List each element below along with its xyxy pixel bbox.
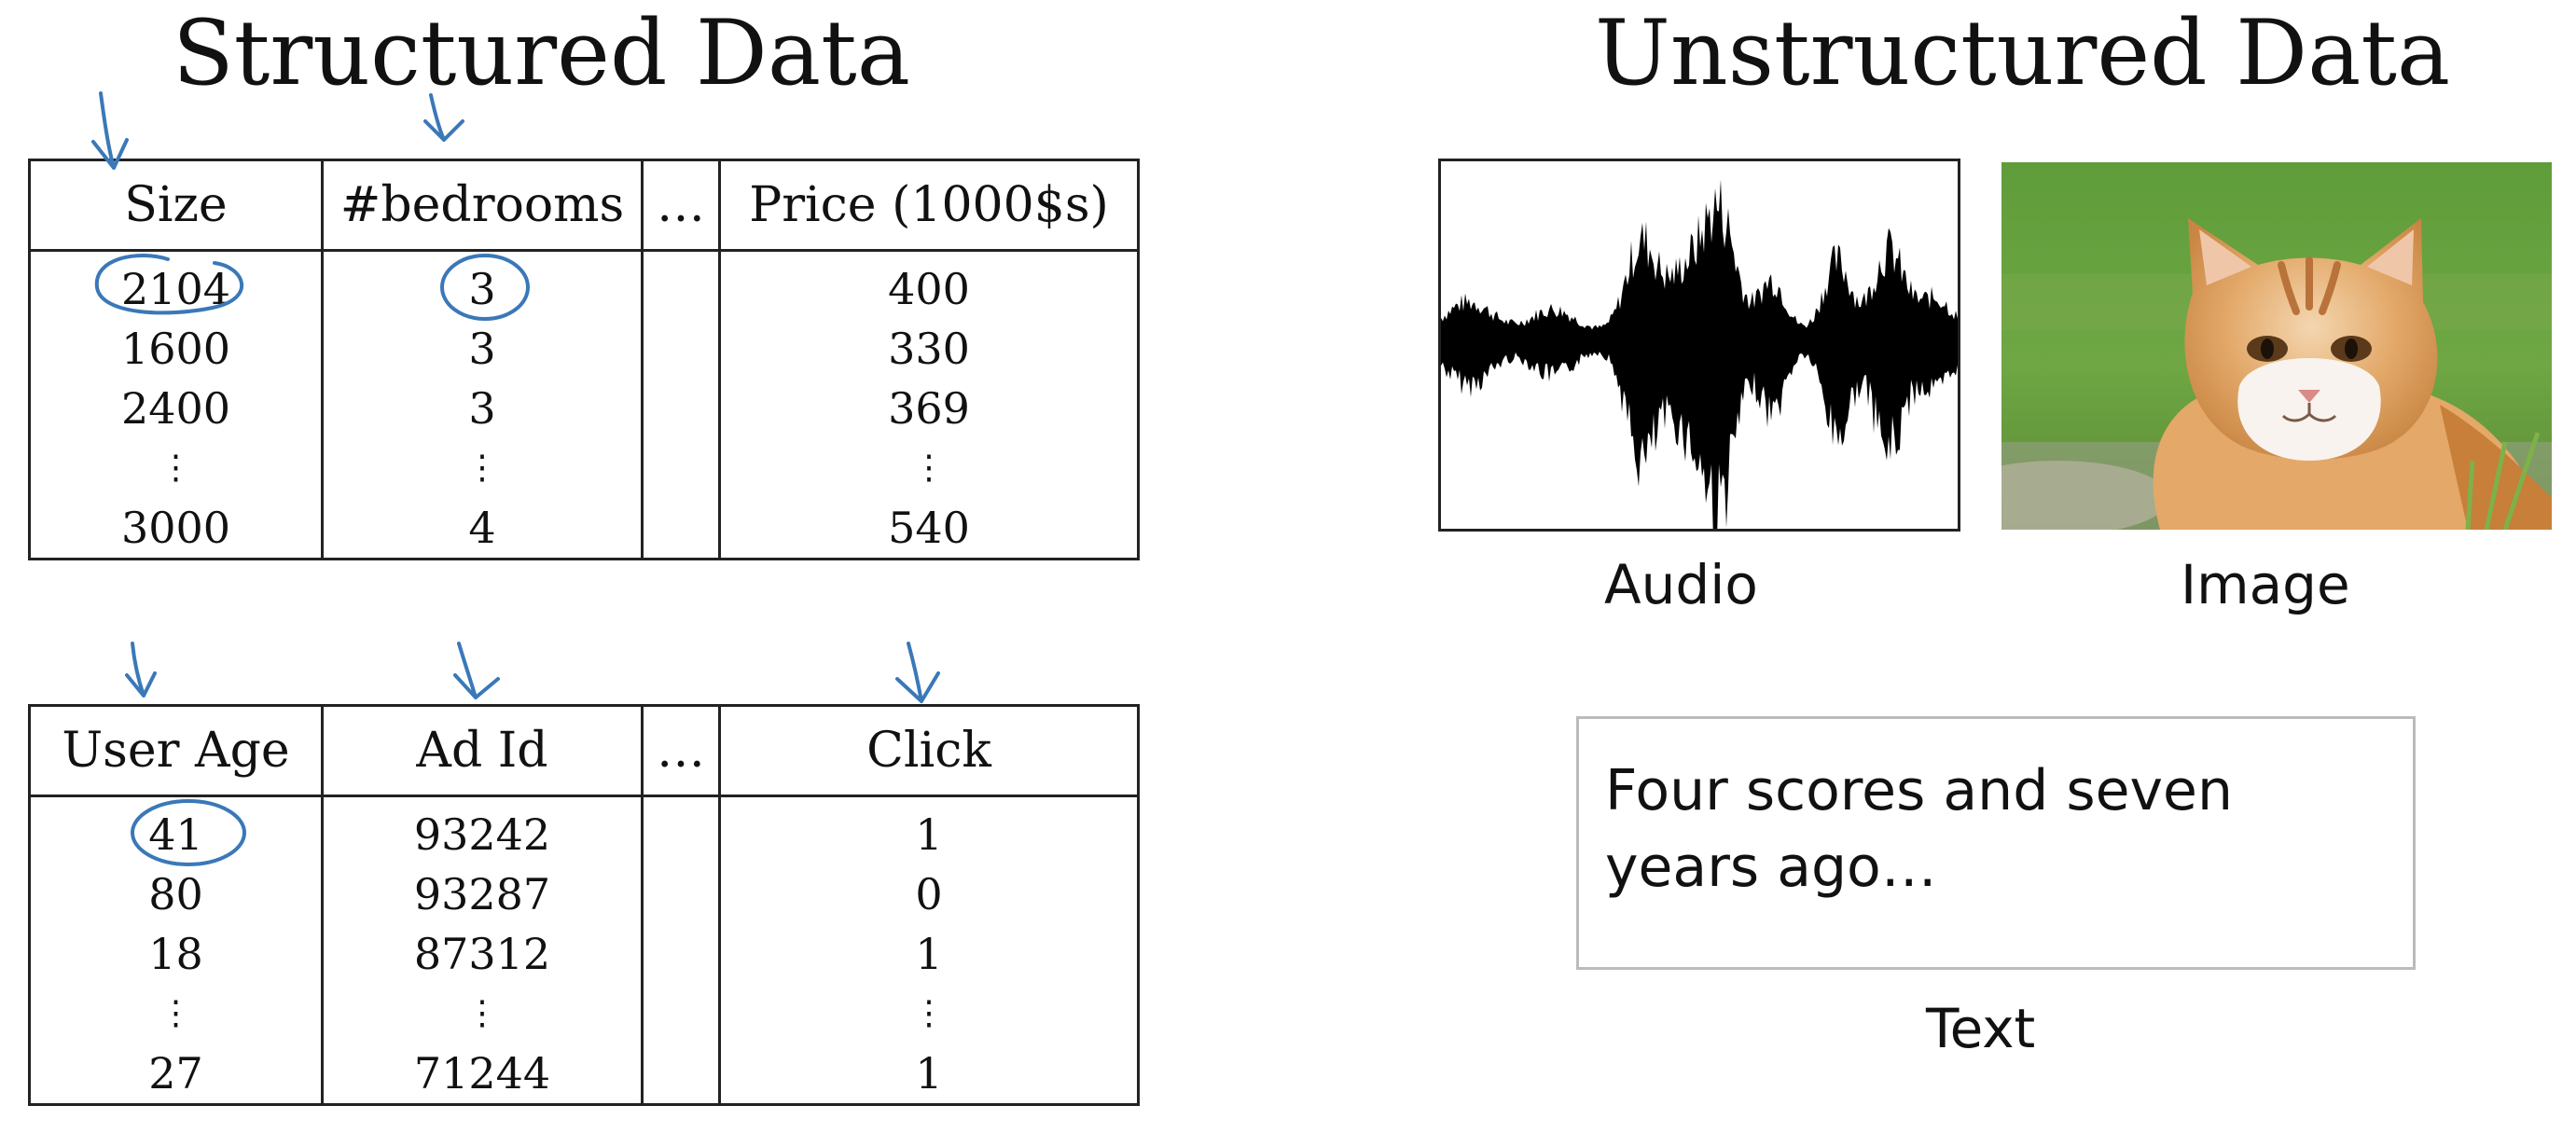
table-row: ⋮ ⋮ ⋮ xyxy=(28,984,1140,1043)
housing-table: Size #bedrooms … Price (1000$s) 2104 3 4… xyxy=(28,159,1140,560)
table-cell: 27 xyxy=(28,1043,324,1106)
table-cell: 93287 xyxy=(321,864,644,924)
table-cell: 400 xyxy=(718,250,1140,319)
table-cell: ⋮ xyxy=(321,438,644,498)
column-header: Price (1000$s) xyxy=(718,159,1140,252)
annotation-arrow-icon xyxy=(453,642,500,699)
table-cell: 1600 xyxy=(28,319,324,379)
table-cell xyxy=(641,984,721,1043)
column-header: Size xyxy=(28,159,324,252)
cat-photo-icon xyxy=(2001,162,2552,530)
table-cell xyxy=(641,319,721,379)
table-cell xyxy=(641,438,721,498)
table-cell: 3000 xyxy=(28,498,324,560)
table-cell: 540 xyxy=(718,498,1140,560)
table-cell: ⋮ xyxy=(718,984,1140,1043)
table-cell: 4 xyxy=(321,498,644,560)
table-cell: 71244 xyxy=(321,1043,644,1106)
column-header: Click xyxy=(718,705,1140,797)
table-row: 2400 3 369 xyxy=(28,379,1140,438)
text-sample-box: Four scores and seven years ago… xyxy=(1576,716,2416,970)
audio-waveform-box xyxy=(1438,159,1960,532)
table-cell xyxy=(641,498,721,560)
table-row: 18 87312 1 xyxy=(28,924,1140,984)
table-cell: 3 xyxy=(321,379,644,438)
table-cell: 369 xyxy=(718,379,1140,438)
table-cell: 80 xyxy=(28,864,324,924)
annotation-arrow-icon xyxy=(91,91,129,170)
table-cell: 330 xyxy=(718,319,1140,379)
table-cell xyxy=(641,250,721,319)
table-cell xyxy=(641,795,721,864)
audio-waveform-icon xyxy=(1441,179,1958,529)
column-header: … xyxy=(641,159,721,252)
table-cell xyxy=(641,1043,721,1106)
table-cell: 41 xyxy=(28,795,324,864)
table-row: 3000 4 540 xyxy=(28,498,1140,560)
table-row: ⋮ ⋮ ⋮ xyxy=(28,438,1140,498)
table-cell: 87312 xyxy=(321,924,644,984)
table-cell: 1 xyxy=(718,924,1140,984)
column-header: #bedrooms xyxy=(321,159,644,252)
table-cell: ⋮ xyxy=(28,438,324,498)
table-cell: 0 xyxy=(718,864,1140,924)
table-cell xyxy=(641,379,721,438)
annotation-arrow-icon xyxy=(125,642,157,698)
table-row: 27 71244 1 xyxy=(28,1043,1140,1106)
table-row: 1600 3 330 xyxy=(28,319,1140,379)
table-cell: 2104 xyxy=(28,250,324,319)
annotation-arrow-icon xyxy=(895,642,940,703)
image-caption: Image xyxy=(2181,553,2350,616)
table-cell: ⋮ xyxy=(28,984,324,1043)
ads-table: User Age Ad Id … Click 41 93242 1 80 932… xyxy=(28,704,1140,1106)
table-row: 2104 3 400 xyxy=(28,250,1140,319)
table-cell: 2400 xyxy=(28,379,324,438)
table-header-row: Size #bedrooms … Price (1000$s) xyxy=(28,159,1140,252)
text-sample-line: years ago… xyxy=(1605,835,1937,900)
table-cell xyxy=(641,864,721,924)
table-cell: ⋮ xyxy=(718,438,1140,498)
unstructured-data-title: Unstructured Data xyxy=(1595,1,2451,105)
audio-caption: Audio xyxy=(1604,553,1758,616)
table-cell: ⋮ xyxy=(321,984,644,1043)
table-cell xyxy=(641,924,721,984)
waveform-shape xyxy=(1441,179,1958,529)
table-cell: 1 xyxy=(718,795,1140,864)
table-cell: 93242 xyxy=(321,795,644,864)
table-cell: 3 xyxy=(321,319,644,379)
structured-data-title: Structured Data xyxy=(173,1,910,105)
column-header: Ad Id xyxy=(321,705,644,797)
table-cell: 3 xyxy=(321,250,644,319)
table-cell: 1 xyxy=(718,1043,1140,1106)
table-row: 41 93242 1 xyxy=(28,795,1140,864)
column-header: User Age xyxy=(28,705,324,797)
table-cell: 18 xyxy=(28,924,324,984)
column-header: … xyxy=(641,705,721,797)
text-sample-line: Four scores and seven xyxy=(1605,758,2233,823)
table-row: 80 93287 0 xyxy=(28,864,1140,924)
table-header-row: User Age Ad Id … Click xyxy=(28,705,1140,797)
text-caption: Text xyxy=(1926,997,2036,1060)
cat-image xyxy=(2001,162,2552,530)
